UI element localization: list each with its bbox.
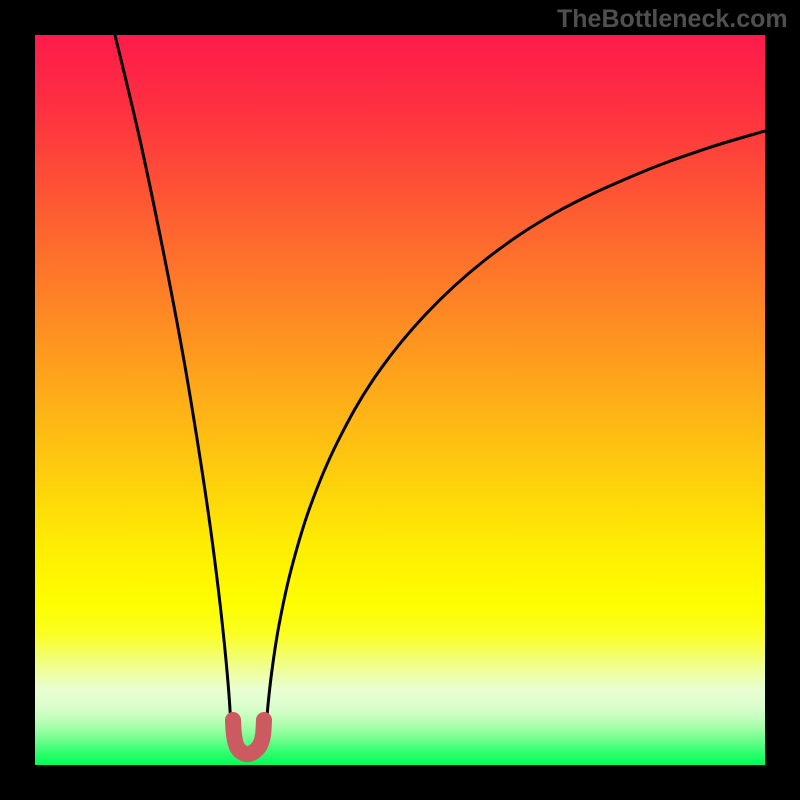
bottleneck-curve: [115, 35, 765, 747]
plot-frame: [35, 35, 765, 765]
u-mark: [233, 720, 264, 754]
chart-curve-layer: [35, 35, 765, 765]
watermark-text: TheBottleneck.com: [557, 5, 788, 34]
